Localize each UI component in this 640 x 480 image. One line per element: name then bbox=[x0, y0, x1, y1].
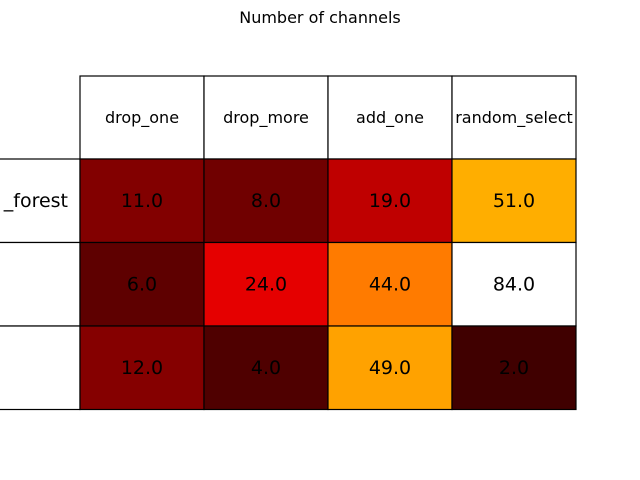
column-header-label: drop_more bbox=[223, 108, 309, 128]
column-header-label: add_one bbox=[356, 108, 424, 128]
cell-value-label: 11.0 bbox=[121, 190, 163, 212]
column-header-cell bbox=[451, 75, 577, 160]
cell-value-label: 6.0 bbox=[127, 273, 157, 295]
heatmap-cell bbox=[79, 158, 205, 244]
cell-value-label: 84.0 bbox=[493, 273, 535, 295]
heatmap-cell bbox=[203, 325, 329, 411]
heatmap-cell bbox=[451, 158, 577, 244]
row-header-cell bbox=[0, 241, 81, 327]
column-header-label: drop_one bbox=[105, 108, 179, 128]
column-header-label: random_select bbox=[455, 108, 573, 128]
heatmap-cell bbox=[79, 325, 205, 411]
heatmap-cell bbox=[451, 241, 577, 327]
row-header-label: _forest bbox=[3, 190, 68, 212]
cell-value-label: 24.0 bbox=[245, 273, 287, 295]
heatmap-cell bbox=[451, 325, 577, 411]
cell-value-label: 51.0 bbox=[493, 190, 535, 212]
cell-value-label: 8.0 bbox=[251, 190, 281, 212]
heatmap-cell bbox=[79, 241, 205, 327]
cell-value-label: 44.0 bbox=[369, 273, 411, 295]
cell-value-label: 12.0 bbox=[121, 357, 163, 379]
heatmap-cell bbox=[203, 241, 329, 327]
heatmap-cell bbox=[327, 158, 453, 244]
cell-value-label: 2.0 bbox=[499, 357, 529, 379]
cell-value-label: 49.0 bbox=[369, 357, 411, 379]
heatmap-cell bbox=[327, 241, 453, 327]
row-header-cell bbox=[0, 325, 81, 411]
cell-value-label: 4.0 bbox=[251, 357, 281, 379]
cell-value-label: 19.0 bbox=[369, 190, 411, 212]
heatmap-cell bbox=[203, 158, 329, 244]
chart-title: Number of channels bbox=[239, 8, 401, 27]
heatmap-cell bbox=[327, 325, 453, 411]
